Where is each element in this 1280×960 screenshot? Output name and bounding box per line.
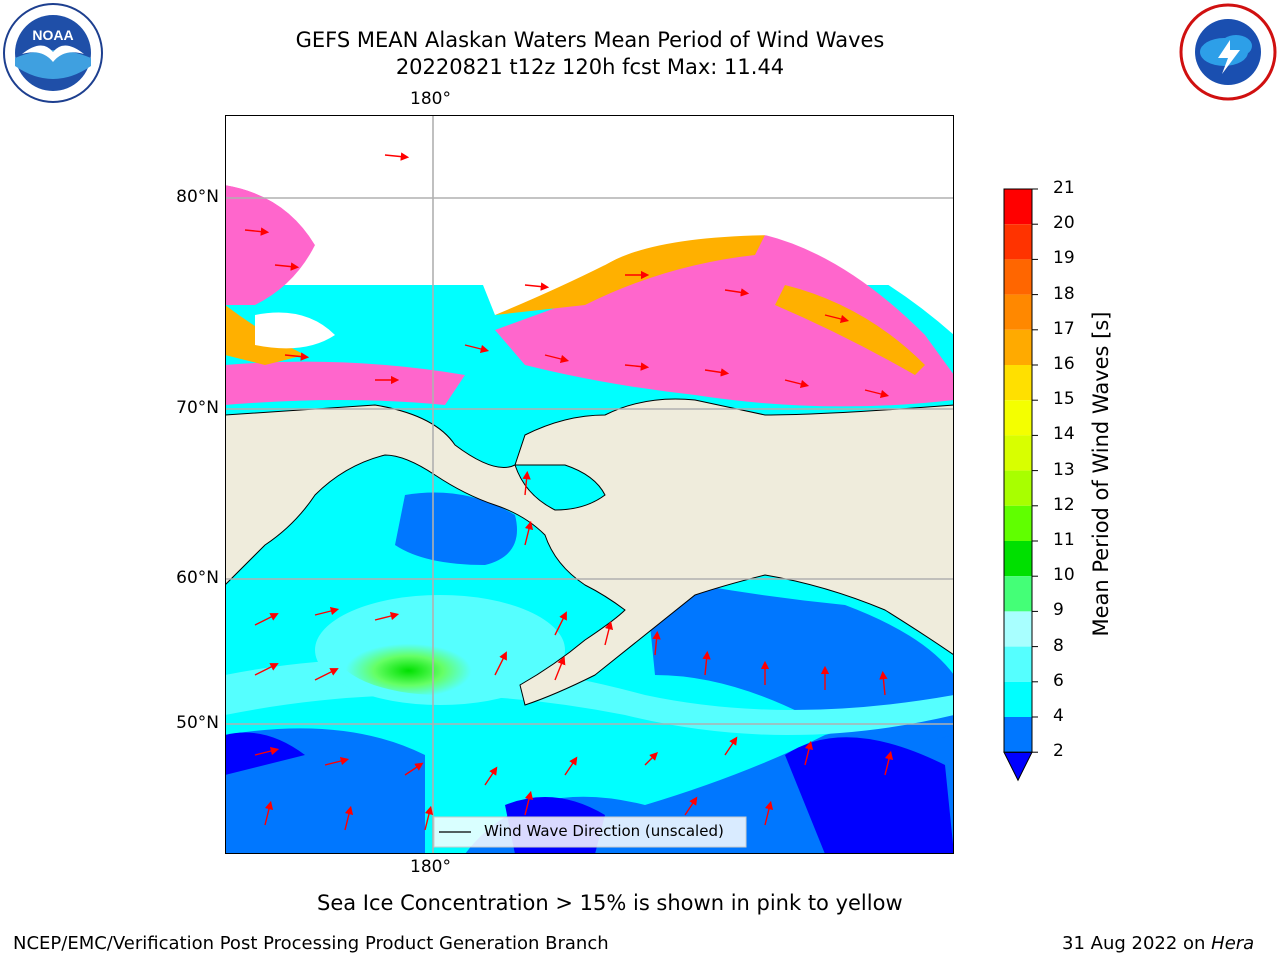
lat-label-60: 60°N bbox=[176, 568, 219, 588]
colorbar-tick-label: 16 bbox=[1053, 354, 1075, 374]
colorbar-tick-label: 14 bbox=[1053, 424, 1075, 445]
footer-host: Hera bbox=[1211, 933, 1255, 954]
colorbar-segment bbox=[1004, 646, 1032, 682]
graticule bbox=[225, 115, 954, 854]
colorbar-tick-label: 9 bbox=[1053, 600, 1064, 621]
colorbar-segment bbox=[1004, 505, 1032, 541]
colorbar-tick-label: 20 bbox=[1053, 213, 1075, 234]
chart-subtitle: 20220821 t12z 120h fcst Max: 11.44 bbox=[395, 55, 785, 79]
footer-date: 31 Aug 2022 on bbox=[1062, 933, 1212, 954]
colorbar-segment bbox=[1004, 189, 1032, 225]
noaa-logo-icon: NOAA bbox=[2, 2, 104, 108]
lon-label-top: 180° bbox=[410, 89, 451, 109]
colorbar-tick-label: 17 bbox=[1053, 318, 1075, 339]
colorbar-segment bbox=[1004, 329, 1032, 365]
map-legend bbox=[433, 816, 747, 848]
colorbar-tick-label: 15 bbox=[1053, 389, 1075, 410]
colorbar-segment bbox=[1004, 365, 1032, 401]
colorbar bbox=[1000, 186, 1080, 790]
colorbar-tick-label: 6 bbox=[1053, 670, 1064, 691]
colorbar-segment bbox=[1004, 259, 1032, 295]
colorbar-tick-label: 4 bbox=[1053, 706, 1064, 726]
colorbar-segment bbox=[1004, 576, 1032, 612]
svg-text:NOAA: NOAA bbox=[32, 27, 73, 43]
colorbar-tick-label: 11 bbox=[1053, 530, 1075, 550]
caption: Sea Ice Concentration > 15% is shown in … bbox=[317, 891, 903, 915]
colorbar-segment bbox=[1004, 541, 1032, 577]
colorbar-segment bbox=[1004, 400, 1032, 436]
colorbar-label: Mean Period of Wind Waves [s] bbox=[1089, 311, 1113, 637]
map-panel bbox=[224, 114, 955, 855]
colorbar-label-wrap: Mean Period of Wind Waves [s] bbox=[1086, 290, 1116, 660]
colorbar-tick-label: 12 bbox=[1053, 494, 1075, 515]
colorbar-tick-label: 21 bbox=[1053, 178, 1075, 198]
colorbar-segment bbox=[1004, 681, 1032, 717]
colorbar-tick-label: 2 bbox=[1053, 741, 1064, 762]
colorbar-segment bbox=[1004, 435, 1032, 471]
wind-wave-arrows bbox=[244, 152, 894, 831]
colorbar-tick-label: 18 bbox=[1053, 283, 1075, 304]
legend-label: Wind Wave Direction (unscaled) bbox=[484, 822, 724, 840]
colorbar-segment bbox=[1004, 717, 1032, 753]
colorbar-segment bbox=[1004, 294, 1032, 330]
colorbar-extend-triangle bbox=[1003, 751, 1033, 782]
lon-label-bottom: 180° bbox=[410, 857, 451, 877]
chart-title: GEFS MEAN Alaskan Waters Mean Period of … bbox=[295, 28, 885, 52]
colorbar-segment bbox=[1004, 611, 1032, 647]
colorbar-segment bbox=[1004, 470, 1032, 506]
colorbar-tick-label: 8 bbox=[1053, 635, 1064, 656]
lat-label-80: 80°N bbox=[176, 187, 219, 207]
lat-label-70: 70°N bbox=[176, 398, 219, 418]
lat-label-50: 50°N bbox=[176, 713, 219, 733]
colorbar-segment bbox=[1004, 224, 1032, 260]
footer-left: NCEP/EMC/Verification Post Processing Pr… bbox=[13, 933, 609, 954]
colorbar-tick-label: 19 bbox=[1053, 248, 1075, 269]
colorbar-tick-label: 10 bbox=[1053, 565, 1075, 586]
footer-right: 31 Aug 2022 on Hera bbox=[1062, 933, 1254, 954]
nws-logo-icon bbox=[1178, 2, 1278, 106]
colorbar-tick-label: 13 bbox=[1053, 459, 1075, 480]
sea-ice-region bbox=[225, 185, 315, 305]
